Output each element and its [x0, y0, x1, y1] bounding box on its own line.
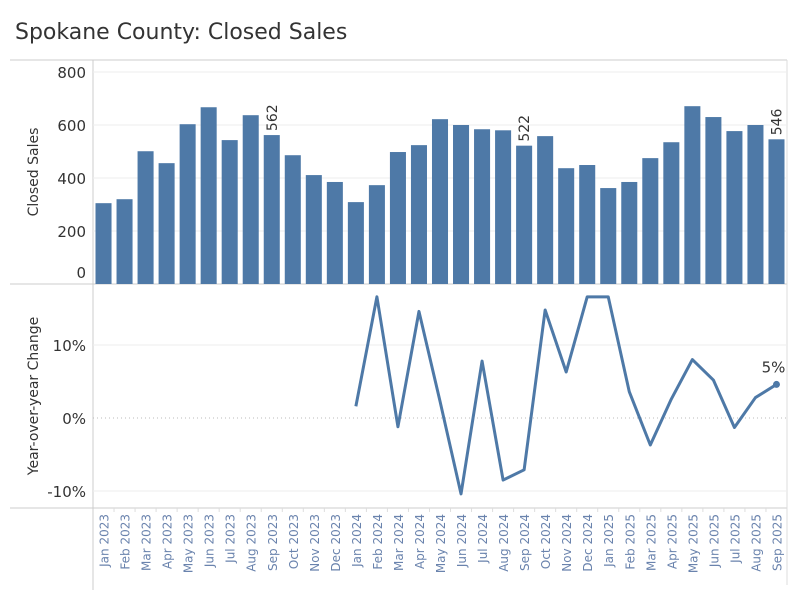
bar-aug-2025: [747, 125, 764, 284]
y-tick-label: 0: [76, 264, 86, 282]
x-tick-label: Mar 2024: [392, 514, 406, 571]
bar-jan-2024: [347, 202, 364, 284]
bar-apr-2024: [410, 145, 427, 284]
bar-jan-2025: [600, 188, 617, 284]
bar-nov-2023: [305, 175, 322, 284]
bar-mar-2024: [389, 152, 406, 284]
x-tick-label: Jun 2025: [707, 514, 721, 568]
bar-jun-2024: [453, 125, 470, 284]
bar-aug-2024: [495, 130, 512, 284]
x-tick-label: Dec 2023: [329, 514, 343, 572]
bar-sep-2024: [516, 145, 533, 284]
bar-sep-2025: [768, 139, 785, 284]
x-tick-label: Mar 2025: [644, 514, 658, 571]
bar-jul-2024: [474, 129, 491, 284]
y-axis-label: Year-over-year Change: [26, 317, 42, 476]
x-tick-label: Sep 2024: [518, 514, 532, 571]
x-tick-label: Apr 2025: [665, 514, 679, 569]
bar-apr-2025: [663, 142, 680, 284]
y-tick-label: 10%: [53, 337, 86, 355]
bar-mar-2025: [642, 158, 659, 284]
x-tick-label: Oct 2023: [287, 514, 301, 569]
x-tick-label: Mar 2023: [140, 514, 154, 571]
bar-feb-2024: [368, 185, 385, 284]
x-tick-label: Jul 2025: [728, 514, 742, 564]
x-tick-label: Jul 2024: [476, 514, 490, 564]
x-tick-label: Feb 2023: [119, 514, 133, 570]
bar-dec-2024: [579, 165, 596, 284]
bar-jul-2025: [726, 131, 743, 284]
bar-feb-2025: [621, 181, 638, 284]
y-tick-label: 800: [57, 64, 86, 82]
x-tick-label: Sep 2023: [266, 514, 280, 571]
chart-title: Spokane County: Closed Sales: [15, 20, 348, 45]
x-tick-label: Jan 2025: [602, 514, 616, 568]
y-tick-label: -10%: [47, 483, 86, 501]
x-tick-label: May 2023: [182, 514, 196, 573]
x-tick-label: Nov 2023: [308, 514, 322, 572]
bar-feb-2023: [116, 199, 133, 284]
bar-oct-2024: [537, 136, 554, 284]
bar-oct-2023: [284, 155, 301, 284]
bar-nov-2024: [558, 168, 575, 284]
x-tick-label: Oct 2024: [539, 514, 553, 569]
bar-dec-2023: [326, 181, 343, 284]
x-tick-label: Aug 2023: [245, 514, 259, 572]
x-tick-label: Feb 2024: [371, 514, 385, 570]
x-tick-label: Jun 2024: [455, 514, 469, 568]
yoy-point-sep-2025: [772, 380, 780, 388]
x-tick-label: Dec 2024: [581, 514, 595, 572]
bar-apr-2023: [158, 163, 175, 284]
bar-aug-2023: [242, 115, 259, 284]
y-axis-label: Closed Sales: [26, 128, 42, 217]
y-tick-label: 400: [57, 170, 86, 188]
x-tick-label: Aug 2025: [749, 514, 763, 572]
x-tick-label: Apr 2024: [413, 514, 427, 569]
bar-sep-2023: [263, 135, 280, 284]
x-tick-label: Aug 2024: [497, 514, 511, 572]
yoy-line: [354, 295, 778, 496]
bar-jan-2023: [95, 203, 112, 284]
x-tick-label: Jan 2024: [350, 514, 364, 568]
x-tick-label: Jul 2023: [224, 514, 238, 564]
x-tick-label: Sep 2025: [770, 514, 784, 571]
bar-jul-2023: [221, 140, 238, 284]
y-tick-label: 200: [57, 223, 86, 241]
bar-jun-2025: [705, 117, 722, 284]
y-tick-label: 0%: [62, 410, 86, 428]
data-label: 562: [265, 104, 281, 131]
bar-may-2025: [684, 106, 701, 284]
bar-may-2024: [431, 119, 449, 284]
x-tick-label: Jun 2023: [203, 514, 217, 568]
data-label: 546: [769, 108, 785, 135]
x-tick-label: May 2024: [434, 514, 448, 573]
x-tick-label: Nov 2024: [560, 514, 574, 572]
x-tick-label: Feb 2025: [623, 514, 637, 570]
y-tick-label: 600: [57, 117, 86, 135]
data-label: 522: [517, 115, 533, 142]
x-tick-label: May 2025: [686, 514, 700, 573]
data-label: 5%: [762, 358, 786, 376]
bar-mar-2023: [137, 151, 154, 284]
bar-may-2023: [179, 124, 196, 284]
bar-jun-2023: [200, 107, 217, 285]
x-tick-label: Jan 2023: [98, 514, 112, 568]
x-tick-label: Apr 2023: [161, 514, 175, 569]
